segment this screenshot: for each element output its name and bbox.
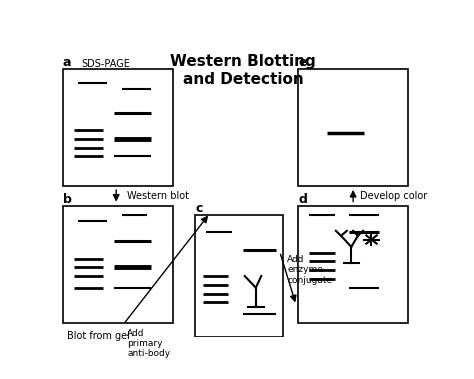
Bar: [298, 206, 408, 323]
Text: Add
primary
anti-body: Add primary anti-body: [127, 329, 170, 359]
Bar: [63, 206, 173, 323]
Bar: [298, 69, 408, 186]
Text: Western blot: Western blot: [127, 191, 189, 201]
Text: d: d: [298, 193, 307, 206]
Bar: [63, 69, 173, 186]
Text: Add
enzyme
conjugate: Add enzyme conjugate: [287, 255, 332, 285]
Text: a: a: [63, 56, 72, 69]
Text: b: b: [63, 193, 72, 206]
Text: c: c: [195, 202, 202, 215]
Text: Develop color: Develop color: [360, 191, 428, 201]
Text: Blot from gel: Blot from gel: [66, 332, 129, 341]
Text: e: e: [298, 56, 307, 69]
Text: Western Blotting
and Detection: Western Blotting and Detection: [170, 54, 316, 87]
Bar: [195, 215, 283, 337]
Text: SDS-PAGE: SDS-PAGE: [82, 59, 130, 69]
